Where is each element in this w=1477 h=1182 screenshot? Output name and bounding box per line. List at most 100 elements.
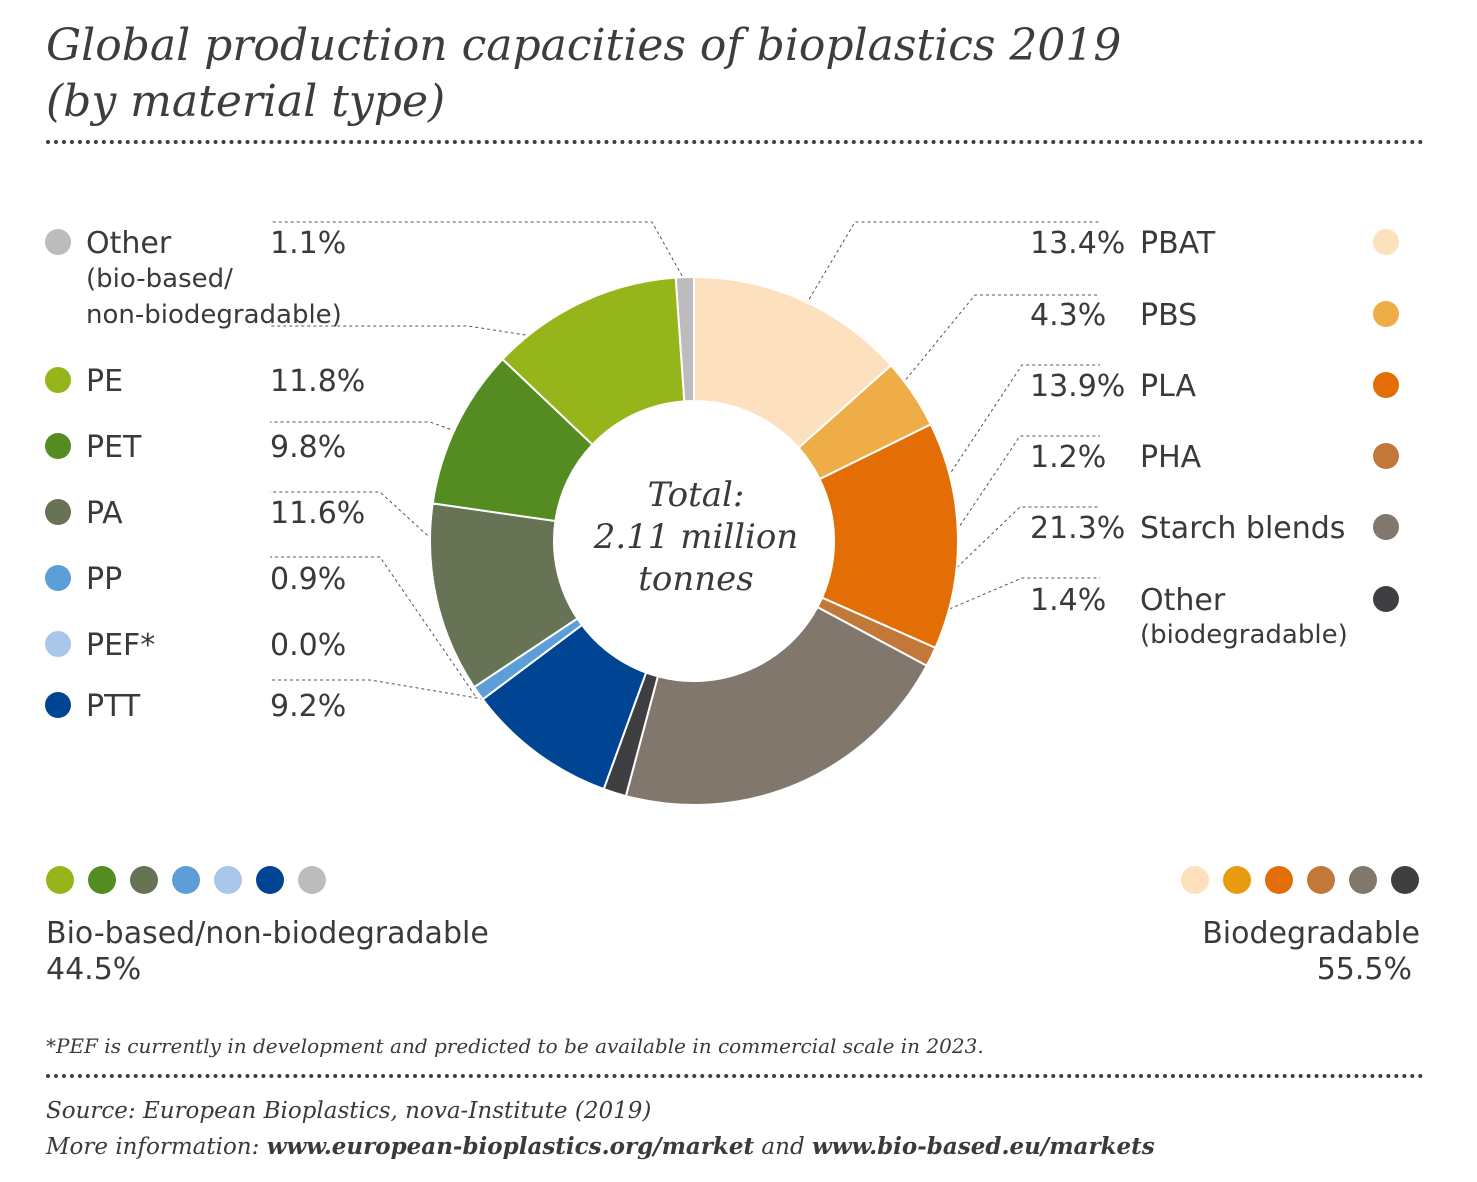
group-dots	[46, 866, 1419, 894]
legend-pct: 0.0%	[270, 628, 346, 663]
group-dot-biobased	[88, 866, 116, 894]
legend-pct: 21.3%	[1030, 511, 1125, 546]
legend-sublabel: (bio-based/	[86, 264, 233, 294]
group-dot-biobased	[46, 866, 74, 894]
legend-label: Starch blends	[1140, 511, 1345, 546]
legend-item-pef: PEF* 0.0%	[45, 628, 346, 663]
legend-label: Other	[1140, 583, 1226, 618]
legend-swatch	[1373, 301, 1399, 327]
group-dot-biobased	[256, 866, 284, 894]
slice-starch-blends	[624, 605, 929, 806]
footnote: *PEF is currently in development and pre…	[46, 1034, 984, 1058]
legend-pct: 9.2%	[270, 689, 346, 724]
legend-item-starch-blends: 21.3% Starch blends	[1030, 511, 1399, 546]
legend-sublabel: (biodegradable)	[1140, 620, 1348, 650]
source-line: Source: European Bioplastics, nova-Insti…	[46, 1098, 652, 1124]
more-info-line: More information: www.european-bioplasti…	[46, 1133, 1155, 1160]
group-dot-biodegradable	[1307, 866, 1335, 894]
legend-label: PHA	[1140, 440, 1202, 475]
legend-pct: 4.3%	[1030, 298, 1106, 333]
slice-pla	[818, 423, 959, 650]
title-line-1: Global production capacities of bioplast…	[46, 20, 1122, 71]
bottom-dotted-rule	[46, 1074, 1424, 1078]
legend-label: PBAT	[1140, 226, 1216, 261]
top-dotted-rule	[46, 140, 1424, 144]
legend-pct: 1.1%	[270, 226, 346, 261]
group-dot-biodegradable	[1223, 866, 1251, 894]
legend-swatch	[1373, 229, 1399, 255]
group-biodegradable-label: Biodegradable	[1202, 916, 1420, 951]
legend-pct: 13.4%	[1030, 226, 1125, 261]
legend-pct: 0.9%	[270, 562, 346, 597]
chart-title: Global production capacities of bioplast…	[46, 18, 1121, 130]
center-label-line: tonnes	[638, 559, 754, 599]
title-line-2: (by material type)	[46, 76, 446, 127]
group-dot-biodegradable	[1391, 866, 1419, 894]
legend-swatch	[45, 631, 71, 657]
group-dot-biodegradable	[1181, 866, 1209, 894]
link-bio-based[interactable]: www.bio-based.eu/markets	[812, 1133, 1155, 1160]
donut-slices	[429, 275, 959, 806]
center-label-line: Total:	[648, 475, 745, 515]
legend-item-pp: PP 0.9%	[45, 562, 346, 597]
legend-swatch	[45, 565, 71, 591]
slice-pbat	[693, 275, 893, 450]
leader-line	[270, 221, 686, 282]
legend-pct: 9.8%	[270, 430, 346, 465]
legend-swatch	[45, 367, 71, 393]
more-info-joiner: and	[754, 1134, 812, 1160]
legend-label: PP	[86, 562, 122, 597]
leader-line	[270, 556, 476, 696]
legend-swatch	[45, 499, 71, 525]
slice-other-bio-based-non-biodegradable	[674, 275, 695, 403]
leader-line	[871, 294, 1100, 422]
legend-item-pbs: 4.3% PBS	[1030, 298, 1399, 333]
legend-swatch	[1373, 443, 1399, 469]
legend-pct: 11.6%	[270, 496, 365, 531]
group-dot-biobased	[298, 866, 326, 894]
group-dot-biobased	[130, 866, 158, 894]
group-dot-biodegradable	[1349, 866, 1377, 894]
legend-item-pet: PET 9.8%	[45, 430, 346, 465]
legend-label: PE	[86, 364, 123, 399]
legend-swatch	[1373, 586, 1399, 612]
group-biobased-pct: 44.5%	[46, 952, 142, 987]
legend-label: PET	[86, 430, 142, 465]
legend-item-pe: PE 11.8%	[45, 364, 365, 399]
legend-label: PTT	[86, 689, 141, 724]
group-biodegradable: Biodegradable 55.5%	[1202, 916, 1420, 988]
group-biobased: Bio-based/non-biodegradable 44.5%	[46, 916, 489, 988]
link-european-bioplastics[interactable]: www.european-bioplastics.org/market	[266, 1133, 755, 1160]
legend: 13.4% PBAT 4.3% PBS 13.9% PLA 1.2% PHA 21.3% Star…	[45, 226, 1399, 724]
group-biodegradable-pct: 55.5%	[1316, 952, 1412, 987]
legend-pct: 1.2%	[1030, 440, 1106, 475]
leader-line	[781, 221, 1100, 346]
legend-item-other-bio-based-non-biodegradable: Other 1.1% (bio-based/non-biodegradable)	[45, 226, 346, 330]
legend-pct: 1.4%	[1030, 583, 1106, 618]
legend-item-pbat: 13.4% PBAT	[1030, 226, 1399, 261]
legend-sublabel: non-biodegradable)	[86, 300, 342, 330]
legend-label: PLA	[1140, 369, 1196, 404]
more-info-prefix: More information:	[46, 1134, 267, 1160]
legend-item-pa: PA 11.6%	[45, 496, 365, 531]
legend-item-pha: 1.2% PHA	[1030, 440, 1399, 475]
group-dot-biodegradable	[1265, 866, 1293, 894]
legend-label: Other	[86, 226, 172, 261]
legend-pct: 13.9%	[1030, 369, 1125, 404]
legend-swatch	[1373, 372, 1399, 398]
center-label-line: 2.11 million	[593, 517, 799, 557]
legend-swatch	[45, 692, 71, 718]
leader-line	[778, 506, 1100, 739]
legend-swatch	[45, 229, 71, 255]
legend-pct: 11.8%	[270, 364, 365, 399]
legend-swatch	[1373, 514, 1399, 540]
group-dot-biobased	[172, 866, 200, 894]
legend-item-other-biodegradable: 1.4% Other(biodegradable)	[1030, 583, 1399, 650]
legend-label: PEF*	[86, 628, 155, 663]
legend-item-pla: 13.9% PLA	[1030, 369, 1399, 404]
legend-label: PA	[86, 496, 123, 531]
leader-line	[629, 577, 1100, 746]
legend-swatch	[45, 433, 71, 459]
